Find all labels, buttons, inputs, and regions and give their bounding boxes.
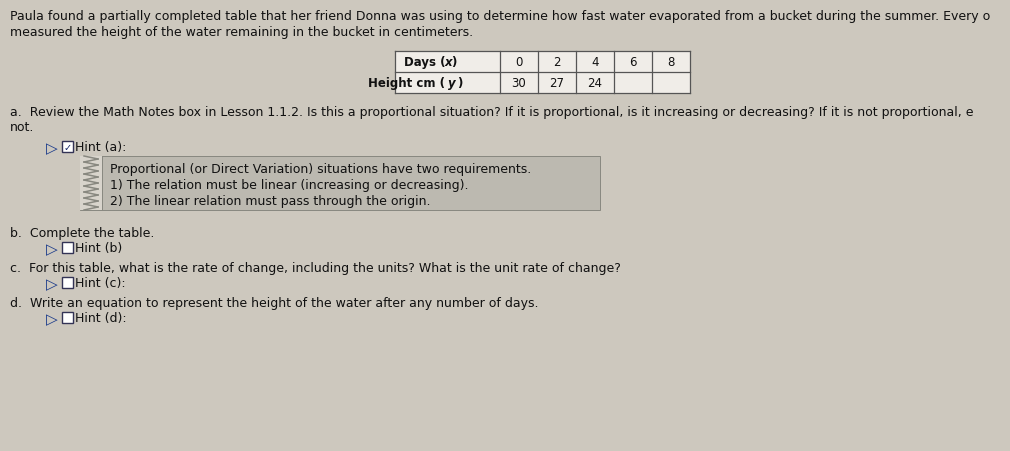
Text: measured the height of the water remaining in the bucket in centimeters.: measured the height of the water remaini…	[10, 26, 473, 39]
Text: Height cm (: Height cm (	[368, 77, 444, 90]
Text: 24: 24	[588, 77, 603, 90]
Bar	[395, 52, 690, 94]
Text: 30: 30	[512, 77, 526, 90]
Bar	[62, 277, 73, 288]
Text: y: y	[447, 77, 456, 90]
Text: Hint (c):: Hint (c):	[75, 276, 125, 290]
Text: 0: 0	[515, 56, 523, 69]
Text: 2) The linear relation must pass through the origin.: 2) The linear relation must pass through…	[110, 194, 430, 207]
Text: 6: 6	[629, 56, 636, 69]
Text: ▷: ▷	[46, 141, 58, 156]
Text: ▷: ▷	[46, 241, 58, 257]
Text: x: x	[444, 56, 452, 69]
Bar	[80, 156, 102, 211]
Text: ): )	[458, 77, 463, 90]
Bar	[62, 312, 73, 323]
Text: Hint (d):: Hint (d):	[75, 311, 126, 324]
Text: ): )	[451, 56, 457, 69]
Text: not.: not.	[10, 121, 34, 133]
Text: 27: 27	[549, 77, 565, 90]
Text: 4: 4	[591, 56, 599, 69]
Text: b.  Complete the table.: b. Complete the table.	[10, 226, 155, 239]
Text: ✓: ✓	[64, 143, 72, 152]
Text: ▷: ▷	[46, 276, 58, 291]
Text: ▷: ▷	[46, 311, 58, 326]
Text: 8: 8	[668, 56, 675, 69]
Bar	[80, 156, 600, 211]
Text: d.  Write an equation to represent the height of the water after any number of d: d. Write an equation to represent the he…	[10, 296, 538, 309]
Text: 2: 2	[553, 56, 561, 69]
Text: 1) The relation must be linear (increasing or decreasing).: 1) The relation must be linear (increasi…	[110, 179, 469, 192]
Text: Proportional (or Direct Variation) situations have two requirements.: Proportional (or Direct Variation) situa…	[110, 163, 531, 175]
Text: Paula found a partially completed table that her friend Donna was using to deter: Paula found a partially completed table …	[10, 10, 990, 23]
Text: Days (: Days (	[404, 56, 445, 69]
Text: Hint (b): Hint (b)	[75, 241, 122, 254]
Text: c.  For this table, what is the rate of change, including the units? What is the: c. For this table, what is the rate of c…	[10, 262, 621, 274]
Bar	[62, 243, 73, 253]
Bar	[62, 142, 73, 152]
Text: a.  Review the Math Notes box in Lesson 1.1.2. Is this a proportional situation?: a. Review the Math Notes box in Lesson 1…	[10, 106, 974, 119]
Text: Hint (a):: Hint (a):	[75, 141, 126, 154]
